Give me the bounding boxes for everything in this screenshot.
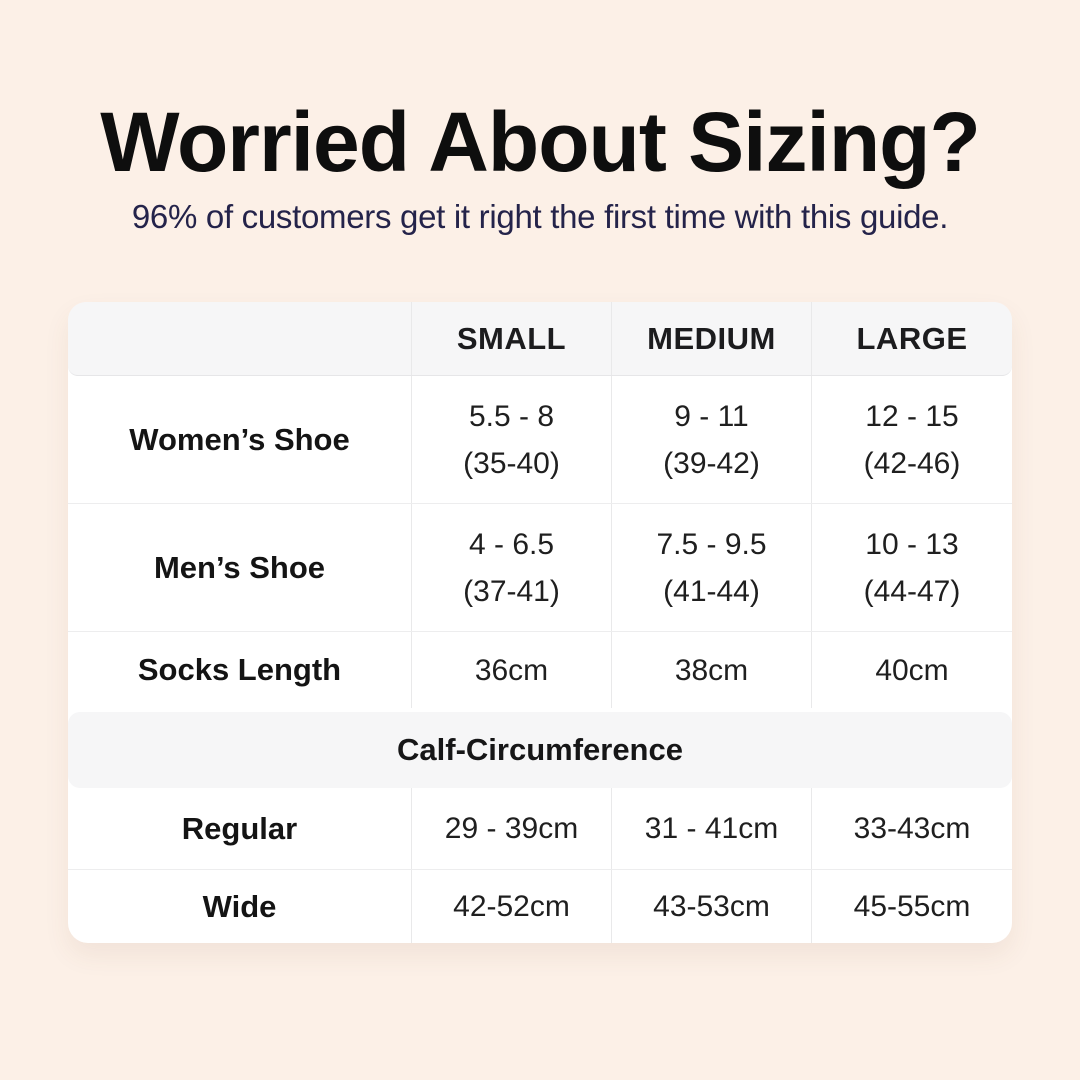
eu-size-range: (41-44): [663, 574, 760, 608]
corner-empty-cell: [68, 302, 411, 375]
eu-size-range: (35-40): [463, 446, 560, 480]
circumference-range: 31 - 41cm: [644, 812, 779, 846]
column-header-large: LARGE: [811, 302, 1012, 376]
us-size-range: 12 - 15: [865, 399, 959, 433]
eu-size-range: (44-47): [863, 574, 961, 608]
table-row-mens-shoe: Men’s Shoe 4 - 6.5 (37-41) 7.5 - 9.5 (41…: [68, 504, 1012, 633]
row-label: Socks Length: [137, 652, 342, 688]
size-chart-card: SMALL MEDIUM LARGE Women’s Shoe 5.5 - 8 …: [68, 302, 1012, 944]
length-value: 40cm: [875, 653, 949, 687]
circumference-range: 43-53cm: [653, 890, 770, 924]
us-size-range: 5.5 - 8: [468, 399, 555, 433]
circumference-range: 42-52cm: [453, 890, 570, 924]
calf-circumference-section-header: Calf-Circumference: [68, 712, 1012, 789]
mens-shoe-large-cell: 10 - 13 (44-47): [811, 504, 1012, 632]
socks-length-small-cell: 36cm: [411, 632, 611, 709]
row-label: Men’s Shoe: [153, 549, 326, 585]
circumference-range: 33-43cm: [853, 812, 971, 846]
column-header-medium: MEDIUM: [611, 302, 811, 376]
wide-medium-cell: 43-53cm: [611, 870, 811, 944]
womens-shoe-small-cell: 5.5 - 8 (35-40): [411, 376, 611, 504]
wide-large-cell: 45-55cm: [811, 870, 1012, 944]
wide-small-cell: 42-52cm: [411, 870, 611, 944]
table-row-womens-shoe: Women’s Shoe 5.5 - 8 (35-40) 9 - 11 (39-…: [68, 376, 1012, 505]
regular-small-cell: 29 - 39cm: [411, 788, 611, 870]
row-label: Regular: [181, 810, 298, 846]
eu-size-range: (42-46): [863, 446, 961, 480]
page-title: Worried About Sizing?: [100, 95, 981, 189]
row-label: Wide: [202, 888, 277, 924]
table-row-regular: Regular 29 - 39cm 31 - 41cm 33-43cm: [68, 788, 1012, 871]
size-header-row: SMALL MEDIUM LARGE: [68, 302, 1012, 377]
page-subtitle: 96% of customers get it right the first …: [131, 198, 949, 236]
us-size-range: 10 - 13: [865, 527, 959, 561]
section-title: Calf-Circumference: [397, 732, 683, 768]
eu-size-range: (39-42): [663, 446, 760, 480]
womens-shoe-medium-cell: 9 - 11 (39-42): [611, 376, 811, 504]
mens-shoe-medium-cell: 7.5 - 9.5 (41-44): [611, 504, 811, 632]
length-value: 38cm: [674, 653, 749, 687]
eu-size-range: (37-41): [463, 574, 560, 608]
row-label: Women’s Shoe: [129, 421, 350, 457]
table-row-socks-length: Socks Length 36cm 38cm 40cm: [68, 632, 1012, 709]
length-value: 36cm: [474, 653, 549, 687]
circumference-range: 45-55cm: [853, 890, 971, 924]
us-size-range: 7.5 - 9.5: [656, 527, 767, 561]
circumference-range: 29 - 39cm: [444, 812, 579, 846]
socks-length-large-cell: 40cm: [811, 632, 1012, 709]
womens-shoe-large-cell: 12 - 15 (42-46): [811, 376, 1012, 504]
regular-large-cell: 33-43cm: [811, 788, 1012, 870]
column-header-small: SMALL: [411, 302, 611, 376]
table-row-wide: Wide 42-52cm 43-53cm 45-55cm: [68, 870, 1012, 944]
regular-medium-cell: 31 - 41cm: [611, 788, 811, 870]
us-size-range: 9 - 11: [674, 399, 749, 433]
mens-shoe-small-cell: 4 - 6.5 (37-41): [411, 504, 611, 632]
socks-length-medium-cell: 38cm: [611, 632, 811, 709]
us-size-range: 4 - 6.5: [468, 527, 555, 561]
